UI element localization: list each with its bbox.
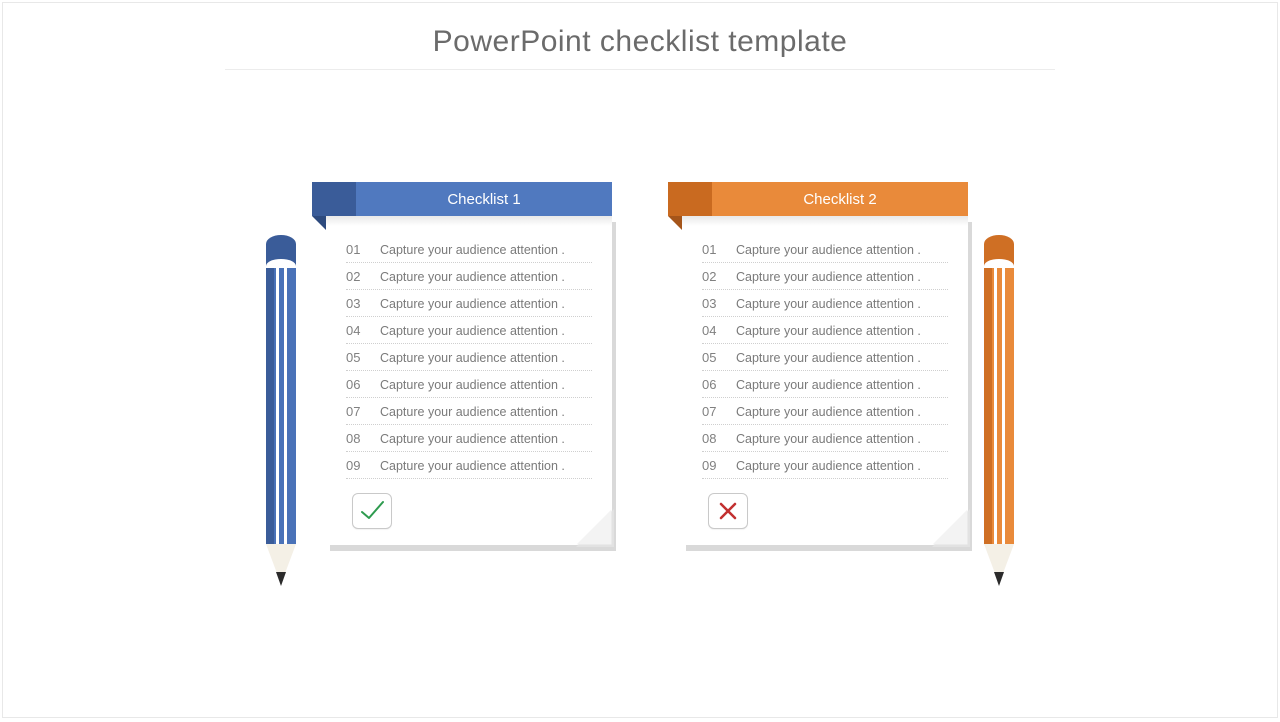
- item-number: 05: [702, 350, 722, 365]
- item-number: 04: [346, 323, 366, 338]
- checklist-card-1: Checklist 1 01 Capture your audience atte…: [312, 182, 612, 545]
- pencil-icon-left: [264, 234, 298, 604]
- item-text: Capture your audience attention .: [736, 459, 921, 473]
- page-title: PowerPoint checklist template: [3, 25, 1277, 59]
- item-number: 07: [702, 404, 722, 419]
- title-underline: [225, 69, 1055, 70]
- checklist-paper-1: 01 Capture your audience attention . 02 Ca…: [326, 216, 612, 545]
- item-text: Capture your audience attention .: [380, 243, 565, 257]
- item-text: Capture your audience attention .: [736, 405, 921, 419]
- item-text: Capture your audience attention .: [380, 459, 565, 473]
- list-item: 08 Capture your audience attention .: [702, 425, 948, 452]
- list-item: 04 Capture your audience attention .: [346, 317, 592, 344]
- item-number: 01: [702, 242, 722, 257]
- list-item: 05 Capture your audience attention .: [346, 344, 592, 371]
- list-item: 01 Capture your audience attention .: [346, 236, 592, 263]
- list-item: 06 Capture your audience attention .: [346, 371, 592, 398]
- item-text: Capture your audience attention .: [736, 297, 921, 311]
- item-text: Capture your audience attention .: [380, 378, 565, 392]
- item-text: Capture your audience attention .: [736, 432, 921, 446]
- checklist-paper-2: 01 Capture your audience attention . 02 Ca…: [682, 216, 968, 545]
- item-number: 09: [702, 458, 722, 473]
- checklist-header-1: Checklist 1: [312, 182, 612, 216]
- item-number: 02: [346, 269, 366, 284]
- item-number: 03: [346, 296, 366, 311]
- status-badge-cross: [708, 493, 748, 529]
- list-item: 04 Capture your audience attention .: [702, 317, 948, 344]
- status-badge-check: [352, 493, 392, 529]
- item-text: Capture your audience attention .: [736, 324, 921, 338]
- item-text: Capture your audience attention .: [380, 432, 565, 446]
- item-number: 07: [346, 404, 366, 419]
- checklist-group-1: Checklist 1 01 Capture your audience atte…: [264, 182, 612, 604]
- item-text: Capture your audience attention .: [380, 351, 565, 365]
- list-item: 09 Capture your audience attention .: [702, 452, 948, 479]
- item-number: 06: [346, 377, 366, 392]
- cross-icon: [718, 501, 738, 521]
- checklist-title-2: Checklist 2: [803, 191, 876, 208]
- item-text: Capture your audience attention .: [736, 270, 921, 284]
- list-item: 06 Capture your audience attention .: [702, 371, 948, 398]
- item-number: 05: [346, 350, 366, 365]
- list-item: 09 Capture your audience attention .: [346, 452, 592, 479]
- item-text: Capture your audience attention .: [380, 270, 565, 284]
- item-number: 08: [702, 431, 722, 446]
- check-icon: [359, 500, 385, 522]
- item-text: Capture your audience attention .: [380, 297, 565, 311]
- checklist-header-2: Checklist 2: [668, 182, 968, 216]
- list-item: 02 Capture your audience attention .: [346, 263, 592, 290]
- list-item: 08 Capture your audience attention .: [346, 425, 592, 452]
- item-number: 01: [346, 242, 366, 257]
- slide-frame: PowerPoint checklist template: [2, 2, 1278, 718]
- list-item: 05 Capture your audience attention .: [702, 344, 948, 371]
- item-number: 06: [702, 377, 722, 392]
- list-item: 03 Capture your audience attention .: [346, 290, 592, 317]
- checklist-container: Checklist 1 01 Capture your audience atte…: [3, 182, 1277, 604]
- item-number: 03: [702, 296, 722, 311]
- item-text: Capture your audience attention .: [736, 378, 921, 392]
- list-item: 07 Capture your audience attention .: [346, 398, 592, 425]
- checklist-group-2: Checklist 2 01 Capture your audience atte…: [668, 182, 1016, 604]
- item-text: Capture your audience attention .: [736, 351, 921, 365]
- pencil-icon-right: [982, 234, 1016, 604]
- checklist-title-1: Checklist 1: [447, 191, 520, 208]
- list-item: 03 Capture your audience attention .: [702, 290, 948, 317]
- item-text: Capture your audience attention .: [380, 405, 565, 419]
- item-number: 09: [346, 458, 366, 473]
- item-number: 08: [346, 431, 366, 446]
- list-item: 01 Capture your audience attention .: [702, 236, 948, 263]
- item-text: Capture your audience attention .: [736, 243, 921, 257]
- list-item: 02 Capture your audience attention .: [702, 263, 948, 290]
- item-number: 04: [702, 323, 722, 338]
- list-item: 07 Capture your audience attention .: [702, 398, 948, 425]
- item-number: 02: [702, 269, 722, 284]
- item-text: Capture your audience attention .: [380, 324, 565, 338]
- checklist-card-2: Checklist 2 01 Capture your audience atte…: [668, 182, 968, 545]
